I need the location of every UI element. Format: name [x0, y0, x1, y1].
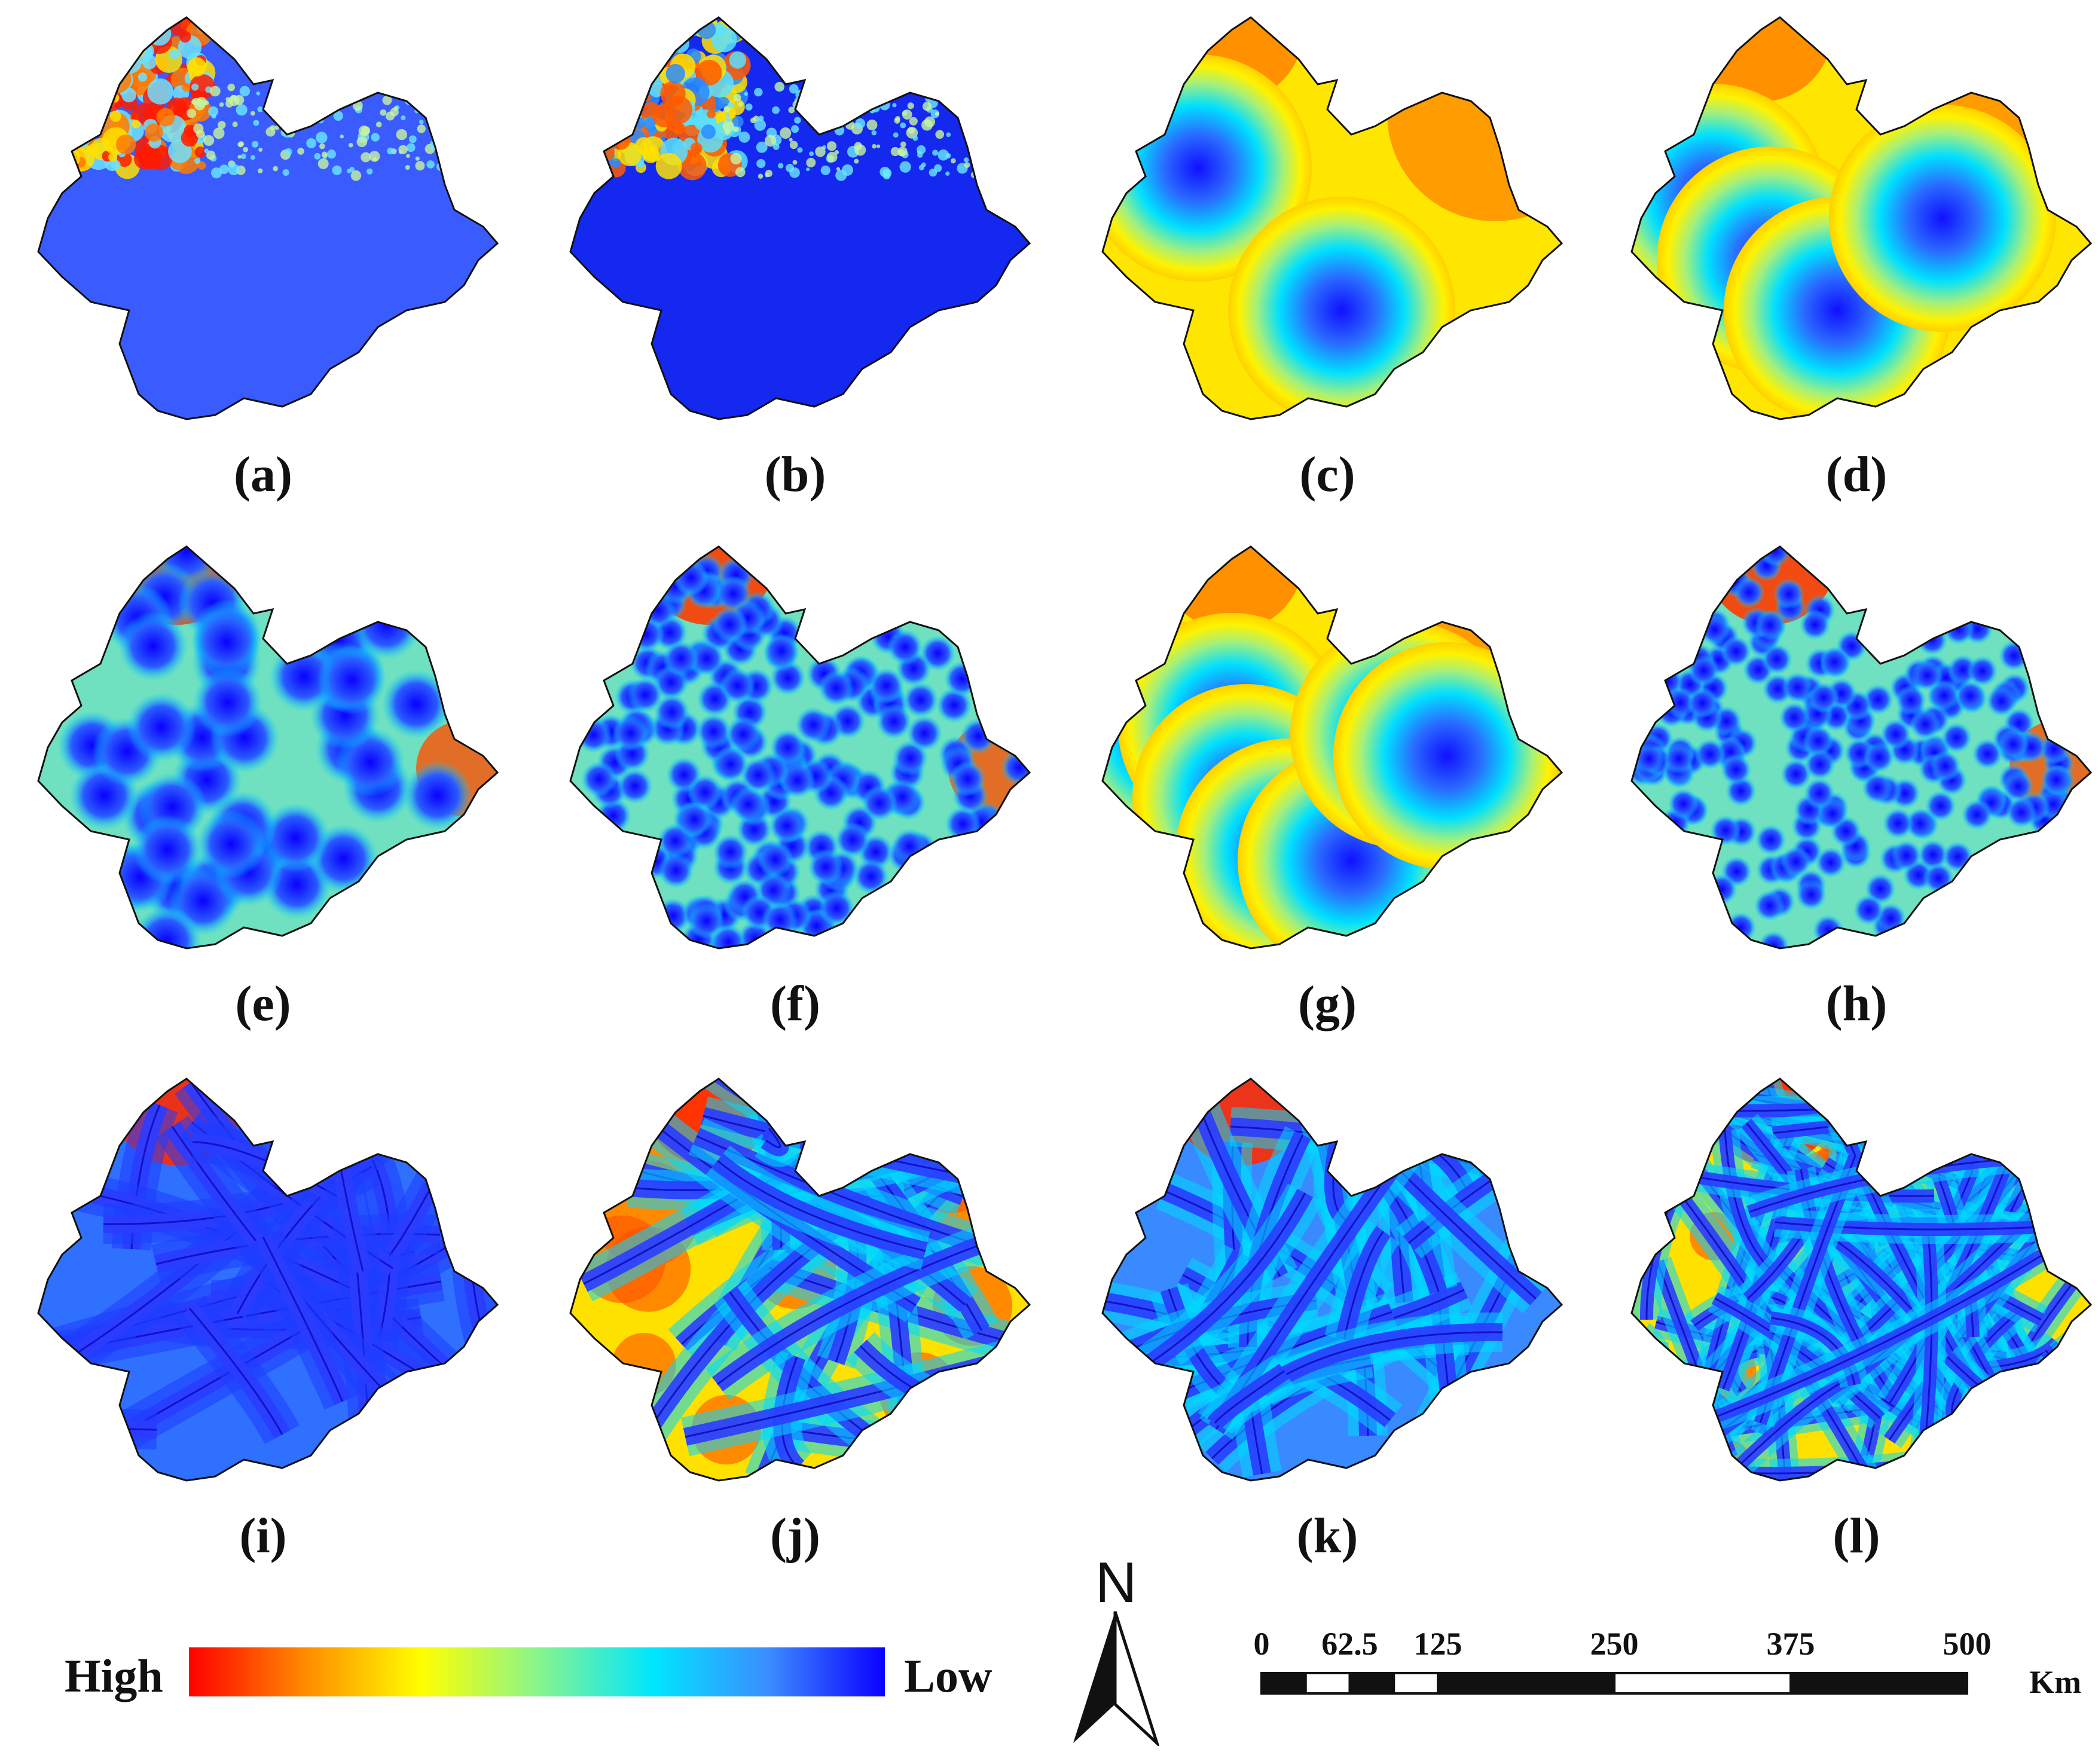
map-panel	[556, 9, 1034, 428]
map-panel	[1617, 538, 2096, 957]
map-panel	[556, 1070, 1034, 1489]
panel-label: (f)	[770, 976, 820, 1031]
scale-tick-label: 0	[1253, 1626, 1270, 1662]
scale-segment	[1437, 1672, 1616, 1695]
map-panel	[1617, 9, 2096, 428]
map-raster	[1630, 545, 2093, 950]
panel-label: (l)	[1833, 1508, 1880, 1564]
panel-label: (g)	[1298, 976, 1357, 1031]
map-raster	[1101, 545, 1563, 950]
map-panel	[556, 538, 1034, 957]
panel-label: (e)	[235, 976, 291, 1031]
legend-low-label: Low	[904, 1650, 992, 1702]
map-raster	[37, 545, 499, 950]
map-raster	[1101, 16, 1563, 420]
scale-bar-graphic	[1260, 1672, 1968, 1695]
panel-label: (c)	[1299, 447, 1355, 502]
panel-label: (a)	[234, 447, 292, 502]
map-panel	[1088, 538, 1566, 957]
map-raster	[1101, 1078, 1563, 1482]
scale-segment	[1789, 1672, 1968, 1695]
map-raster	[569, 1078, 1031, 1482]
scale-tick-label: 62.5	[1321, 1626, 1378, 1662]
scale-segment	[1304, 1672, 1351, 1695]
scale-segment	[1613, 1672, 1792, 1695]
scale-segment	[1260, 1672, 1307, 1695]
scale-tick-label: 500	[1943, 1626, 1992, 1662]
panel-label: (i)	[239, 1508, 287, 1564]
panel-label: (h)	[1825, 976, 1888, 1031]
map-raster	[569, 16, 1031, 420]
scale-tick-label: 250	[1590, 1626, 1639, 1662]
map-raster	[37, 16, 499, 420]
map-raster	[37, 1078, 499, 1482]
map-raster	[1630, 1078, 2093, 1482]
scale-unit: Km	[2029, 1664, 2081, 1700]
map-panel	[24, 538, 502, 957]
panel-label: (j)	[770, 1508, 820, 1564]
legend-high-label: High	[65, 1650, 163, 1702]
map-panel	[24, 9, 502, 428]
panel-label: (d)	[1825, 447, 1888, 502]
scale-segment	[1348, 1672, 1395, 1695]
scale-tick-label: 125	[1413, 1626, 1462, 1662]
scale-tick-label: 375	[1766, 1626, 1815, 1662]
legend-color-ramp	[189, 1647, 885, 1696]
map-raster	[569, 545, 1031, 950]
map-panel	[1617, 1070, 2096, 1489]
map-raster	[1630, 16, 2093, 420]
panel-label: (b)	[764, 447, 826, 502]
scale-segment	[1392, 1672, 1439, 1695]
panel-label: (k)	[1296, 1508, 1358, 1564]
north-arrow-icon	[1073, 1611, 1160, 1746]
map-panel	[1088, 9, 1566, 428]
map-panel	[24, 1070, 502, 1489]
north-letter: N	[1095, 1551, 1137, 1615]
map-panel	[1088, 1070, 1566, 1489]
